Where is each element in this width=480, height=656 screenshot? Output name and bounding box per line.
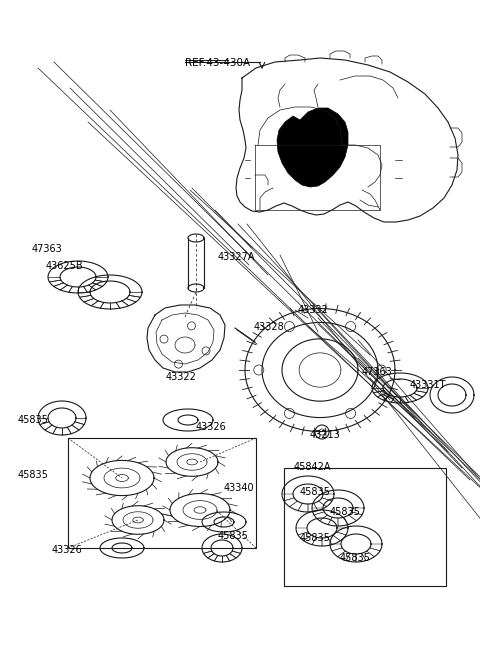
Text: 45835: 45835 (340, 553, 371, 563)
Text: 47363: 47363 (362, 367, 393, 377)
Text: 43213: 43213 (310, 430, 341, 440)
Text: 43625B: 43625B (46, 261, 84, 271)
Text: 45842A: 45842A (294, 462, 332, 472)
Text: 45835: 45835 (300, 533, 331, 543)
Text: 45835: 45835 (300, 487, 331, 497)
Text: 43322: 43322 (166, 372, 197, 382)
Text: 43326: 43326 (52, 545, 83, 555)
Text: REF.43-430A: REF.43-430A (185, 58, 250, 68)
Polygon shape (277, 108, 348, 187)
Text: 45835: 45835 (18, 470, 49, 480)
Text: 43326: 43326 (196, 422, 227, 432)
Text: 47363: 47363 (32, 244, 63, 254)
Text: 43332: 43332 (298, 305, 329, 315)
Bar (284, 468, 446, 586)
Text: 45835: 45835 (330, 507, 361, 517)
Bar (68, 438, 256, 548)
Text: 45835: 45835 (18, 415, 49, 425)
Text: 45835: 45835 (218, 531, 249, 541)
Text: 43328: 43328 (254, 322, 285, 332)
Text: 43340: 43340 (224, 483, 254, 493)
Text: 43331T: 43331T (410, 380, 446, 390)
Text: 43327A: 43327A (218, 252, 255, 262)
